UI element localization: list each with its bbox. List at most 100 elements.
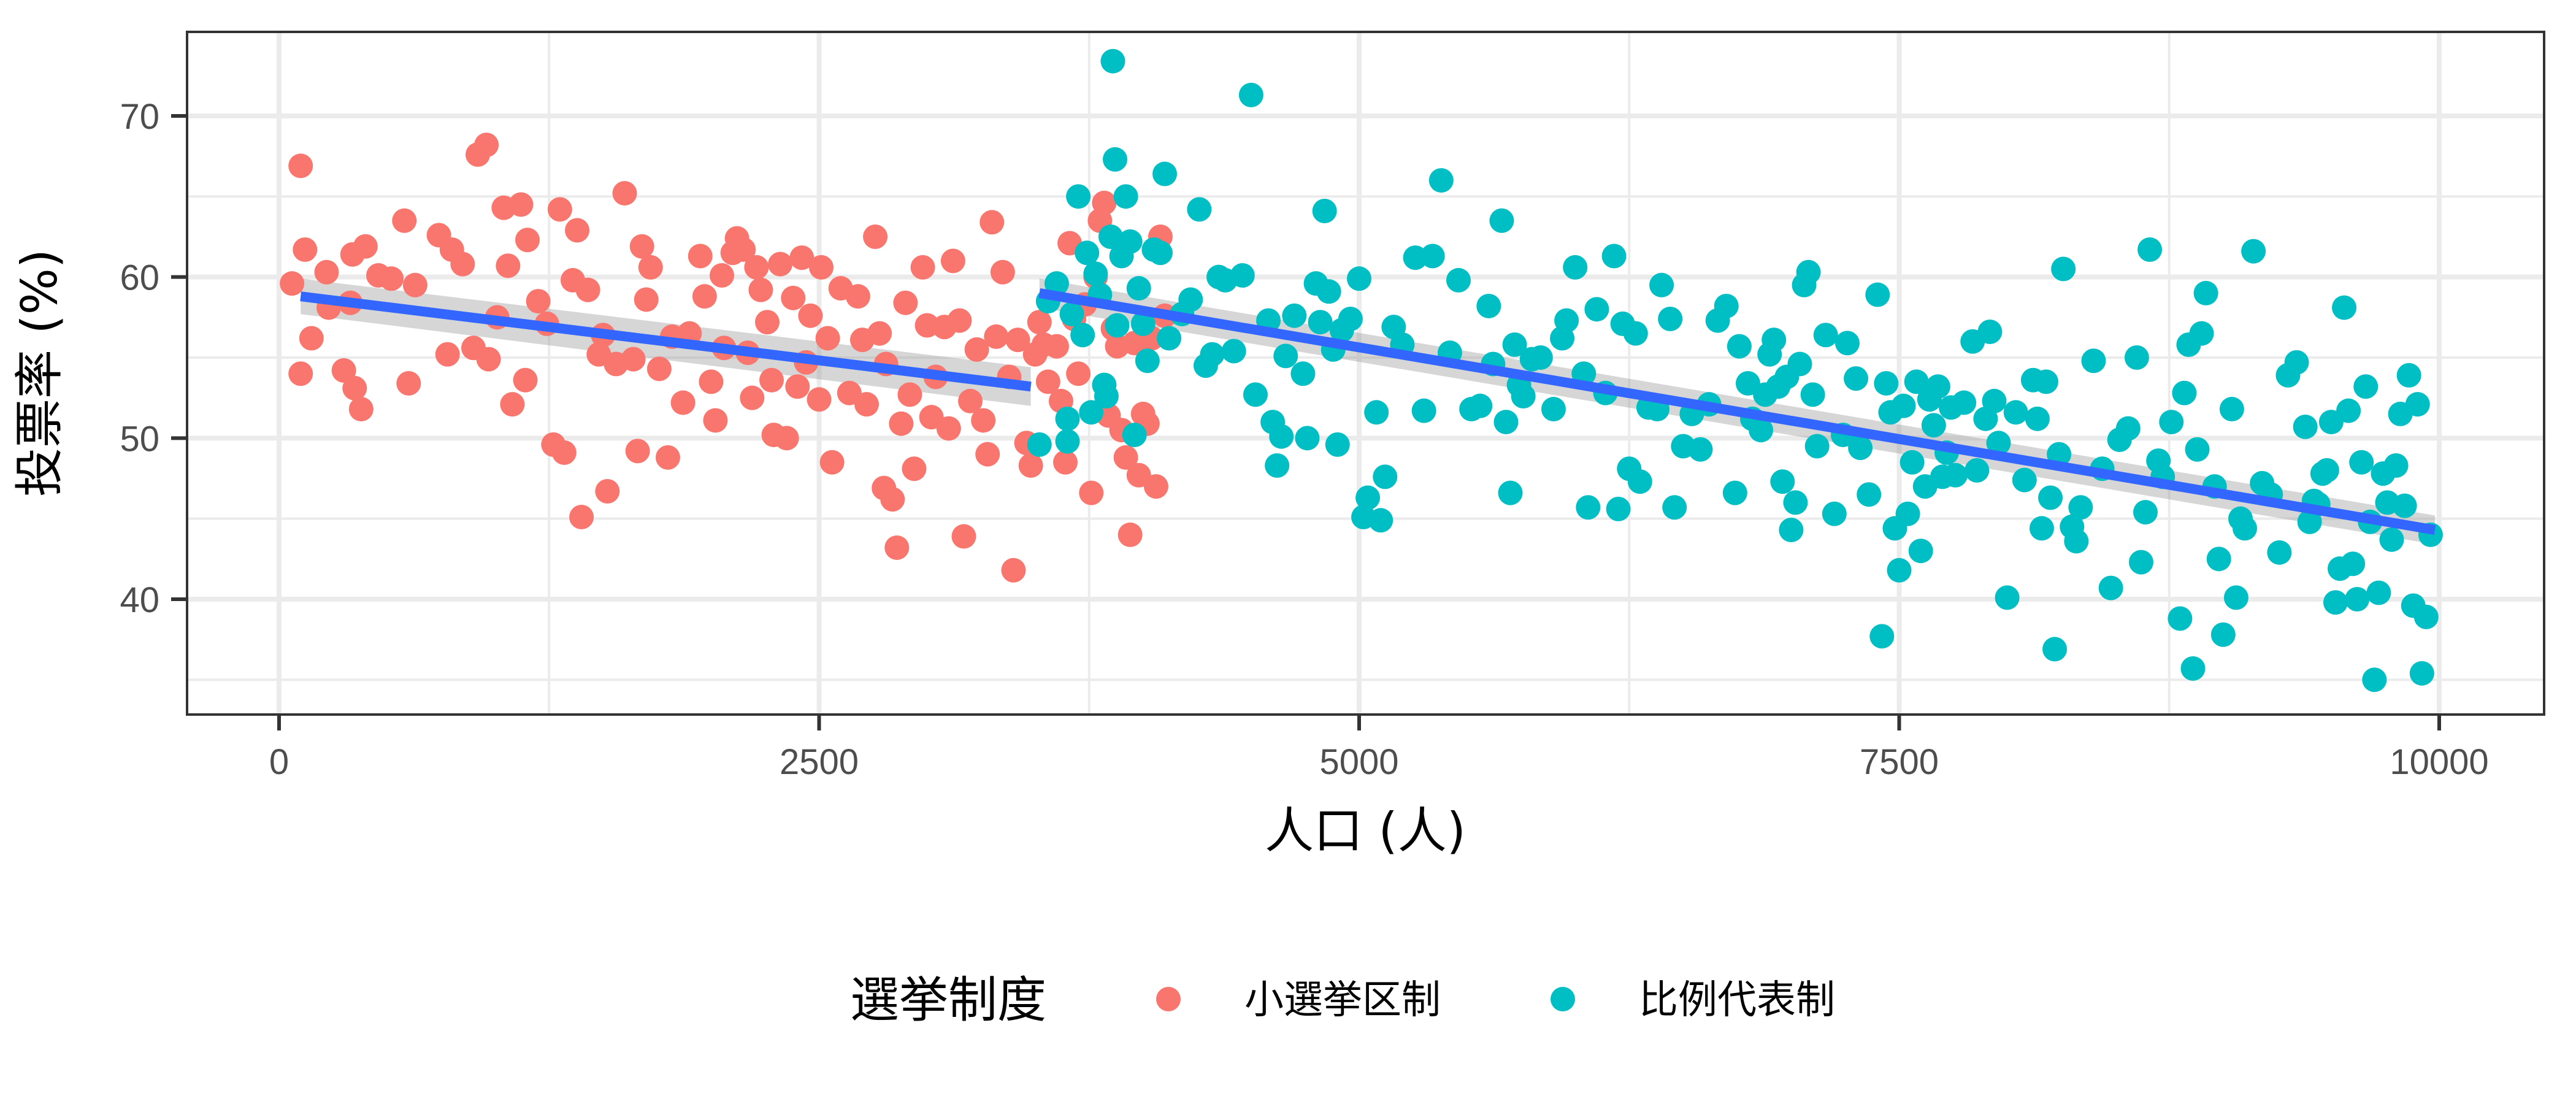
- data-point: [936, 416, 961, 441]
- data-point: [1100, 48, 1125, 74]
- data-point: [500, 392, 525, 417]
- data-point: [1243, 382, 1268, 407]
- data-point: [759, 367, 784, 393]
- data-point: [1563, 255, 1588, 280]
- data-point: [2081, 348, 2106, 374]
- data-point: [2064, 529, 2089, 554]
- data-point: [731, 237, 756, 263]
- data-point: [314, 259, 339, 285]
- data-point: [353, 234, 378, 259]
- data-point: [1295, 426, 1320, 451]
- data-point: [1200, 342, 1225, 367]
- data-point: [1269, 424, 1294, 449]
- data-point: [1338, 306, 1363, 331]
- data-point: [1623, 321, 1648, 346]
- data-point: [474, 132, 499, 158]
- data-point: [1308, 310, 1333, 335]
- data-point: [1722, 480, 1747, 505]
- data-point: [1986, 431, 2011, 456]
- y-tick-label: 40: [120, 580, 159, 620]
- data-point: [1070, 323, 1095, 348]
- data-point: [819, 450, 845, 475]
- data-point: [2189, 321, 2214, 346]
- data-point: [1511, 384, 1536, 409]
- data-point: [1965, 458, 1990, 483]
- data-point: [893, 290, 918, 315]
- data-point: [1079, 480, 1104, 505]
- data-point: [902, 456, 927, 481]
- data-point: [1554, 308, 1579, 333]
- data-point: [2206, 546, 2231, 572]
- data-point: [569, 505, 594, 530]
- x-axis-title: 人口 (人): [1265, 802, 1466, 859]
- data-point: [1187, 197, 1212, 222]
- data-point: [551, 440, 577, 465]
- data-point: [1584, 297, 1609, 322]
- data-point: [789, 245, 815, 270]
- data-point: [880, 487, 905, 512]
- data-point: [884, 535, 910, 560]
- data-point: [1230, 263, 1255, 288]
- data-point: [1364, 400, 1389, 425]
- data-point: [1498, 480, 1523, 505]
- data-point: [1105, 313, 1130, 338]
- data-point: [1606, 496, 1631, 521]
- data-point: [2180, 656, 2206, 681]
- data-point: [1995, 585, 2020, 610]
- data-point: [2012, 467, 2037, 493]
- data-point: [1627, 469, 1652, 494]
- data-point: [809, 255, 834, 280]
- data-point: [2379, 527, 2404, 552]
- data-point: [547, 197, 572, 222]
- data-point: [331, 358, 356, 383]
- data-point: [1290, 361, 1316, 386]
- data-point: [1420, 243, 1445, 269]
- data-point: [2392, 493, 2417, 518]
- data-point: [1761, 328, 1787, 353]
- data-point: [402, 272, 427, 297]
- data-point: [1428, 168, 1454, 193]
- data-point: [1098, 224, 1123, 249]
- data-point: [1899, 450, 1925, 475]
- data-point: [2362, 667, 2387, 692]
- data-point: [565, 218, 590, 243]
- data-point: [2033, 369, 2058, 394]
- data-point: [513, 367, 538, 393]
- data-point: [1059, 302, 1084, 327]
- data-point: [2137, 237, 2163, 263]
- data-point: [1005, 328, 1030, 353]
- data-point: [2293, 414, 2318, 439]
- data-point: [2029, 516, 2054, 541]
- data-point: [629, 234, 654, 259]
- data-point: [1122, 423, 1147, 448]
- data-point: [1749, 418, 1774, 443]
- data-point: [1874, 371, 1899, 396]
- legend-item-single-member: 小選挙区制: [1156, 978, 1441, 1023]
- data-point: [1135, 348, 1160, 374]
- data-point: [867, 321, 892, 346]
- data-point: [2185, 437, 2210, 462]
- data-point: [1373, 464, 1398, 489]
- data-point: [2349, 450, 2374, 475]
- data-point: [1411, 398, 1436, 423]
- data-point: [1908, 539, 1933, 564]
- data-point: [703, 408, 728, 433]
- data-point: [2193, 280, 2218, 305]
- data-point: [1148, 240, 1173, 266]
- data-point: [646, 356, 672, 381]
- data-point: [2323, 590, 2348, 615]
- data-point: [2233, 516, 2258, 541]
- panel-border: [186, 31, 2545, 716]
- data-point: [2267, 540, 2292, 565]
- data-point: [2314, 458, 2339, 483]
- data-point: [638, 255, 663, 280]
- data-point: [1312, 198, 1337, 223]
- data-point: [1982, 388, 2007, 413]
- major-gridlines: [187, 32, 2544, 715]
- data-point: [964, 337, 989, 362]
- data-point: [2413, 604, 2439, 629]
- data-point: [1044, 271, 1069, 296]
- data-point: [1221, 339, 1246, 364]
- data-point: [2210, 622, 2236, 647]
- data-point: [2409, 661, 2434, 686]
